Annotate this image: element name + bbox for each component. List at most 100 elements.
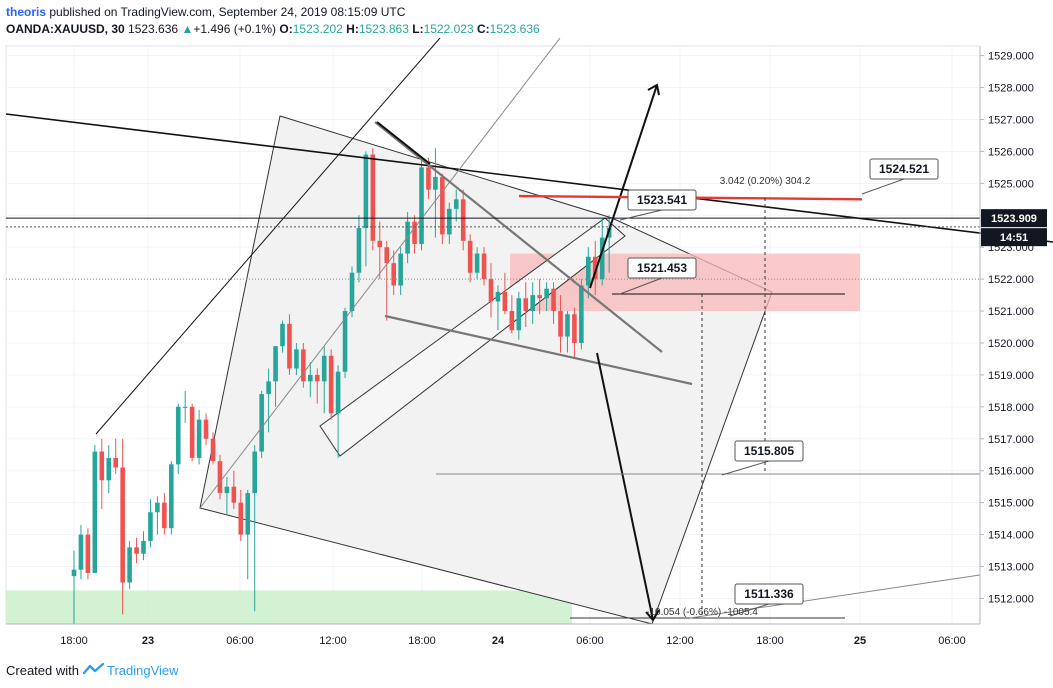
annotation-1524521-label: 1524.521 [879,162,929,176]
annotation-1511336-box [734,583,804,605]
y-tick-label: 1522.000 [988,274,1034,286]
candle-body [335,371,341,414]
candle-body [516,298,522,331]
candle-body [377,240,383,248]
candle-body [586,256,591,286]
x-tick-label: 18:00 [408,635,436,647]
chart-axes: 1512.000 1513.000 1514.000 1515.000 1516.000… [6,46,1047,647]
candle-body [579,285,584,343]
open-value: 1523.202 [292,22,343,36]
high-value: 1523.863 [358,22,409,36]
candle-body [558,311,563,337]
tradingview-logo-icon [82,661,105,683]
candle-body [502,291,508,312]
footer: Created with TradingView [6,660,179,682]
candle-body [426,167,431,190]
y-tick-label: 1529.000 [988,51,1034,63]
y-tick-label: 1512.000 [988,593,1034,605]
y-tick-label: 1517.000 [988,434,1034,446]
drawings-background [6,115,860,625]
candle-body [523,298,529,312]
candle-body [203,419,209,439]
candle-body [460,199,466,241]
candle-body [453,199,459,209]
candle-body [565,314,570,337]
candle-body [398,253,403,286]
candle-body [85,534,91,573]
candle-body [78,534,84,570]
trendline-steep-1 [95,38,441,435]
candle-body [217,461,223,494]
symbol-label[interactable]: OANDA:XAUUSD, 30 [6,22,125,36]
candle-body [287,323,292,369]
annotation-1524521-box [869,158,939,180]
candle-body [148,512,153,541]
candle-body [321,355,327,382]
price-chart[interactable]: 1524.521 1523.541 1521.453 1515.805 1511.336… [0,38,1053,658]
candle-body [294,349,299,369]
candle-body [127,547,132,583]
y-tick-label: 1525.000 [988,178,1034,190]
tradingview-link[interactable]: TradingView [106,663,179,678]
candle-body [599,237,605,280]
annotation-1515805-box [734,440,804,462]
candle-body [155,502,160,513]
candle-body [509,311,515,331]
support-zone-green [6,590,572,624]
trendline-steep-2 [199,38,561,509]
annotation-1515805-pointer [721,460,770,476]
candle-body [349,272,355,312]
impulse-line-down [376,121,431,165]
candle-body [440,176,445,235]
candle-body [447,208,452,235]
measure-label-down: -10.054 (-0.66%) -1005.4 [646,607,758,618]
candle-body [238,502,244,535]
candle-body [481,253,487,280]
candle-body [273,346,278,382]
x-tick-label: 12:00 [319,635,347,647]
candle-body [92,451,98,573]
candle-body [141,540,146,554]
x-tick-label: 18:00 [60,635,88,647]
author-link[interactable]: theoris [6,5,47,19]
annotation-1521453-label: 1521.453 [637,261,687,275]
annotation-1511336-label: 1511.336 [744,587,794,601]
published-text: published on TradingView.com, September … [49,5,406,19]
candle-body [530,295,535,312]
x-tick-label: 06:00 [938,635,966,647]
trendline-upper [5,113,1053,243]
countdown-tag [981,228,1047,247]
candle-body [189,406,195,458]
x-tick-label: 06:00 [576,635,604,647]
candle-body [252,451,257,494]
annotation-1523541-label: 1523.541 [637,193,687,207]
annotation-1524521-pointer [861,178,905,195]
candle-body [175,406,181,465]
y-tick-label: 1519.000 [988,370,1034,382]
up-arrow-icon: ▲ [181,22,194,36]
rising-line-low [689,574,981,619]
y-tick-label: 1526.000 [988,146,1034,158]
candle-body [384,247,390,264]
price-change: +1.496 (+0.1%) [193,22,277,36]
y-tick-label: 1516.000 [988,466,1034,478]
close-label: C: [476,22,490,36]
symbol-line: OANDA:XAUUSD, 30 1523.636 ▲+1.496 (+0.1%… [6,21,1046,38]
y-tick-label: 1521.000 [988,306,1034,318]
annotation-1521453-pointer [619,277,663,295]
candle-body [328,355,334,414]
candle-body [280,323,285,347]
arrow-up-head [647,83,660,96]
y-tick-label: 1515.000 [988,498,1034,510]
candle-body [356,228,362,273]
arrow-down-line [596,352,654,621]
candle-body [495,291,501,302]
created-with-text: Created with [6,663,79,678]
candle-body [71,569,77,577]
arrow-up-line [589,84,658,289]
measure-label-up: 3.042 (0.20%) 304.2 [720,176,811,187]
y-tick-label: 1528.000 [988,83,1034,95]
y-tick-label: 1514.000 [988,530,1034,542]
arrow-down-head [645,609,660,622]
candle-body [551,288,556,312]
